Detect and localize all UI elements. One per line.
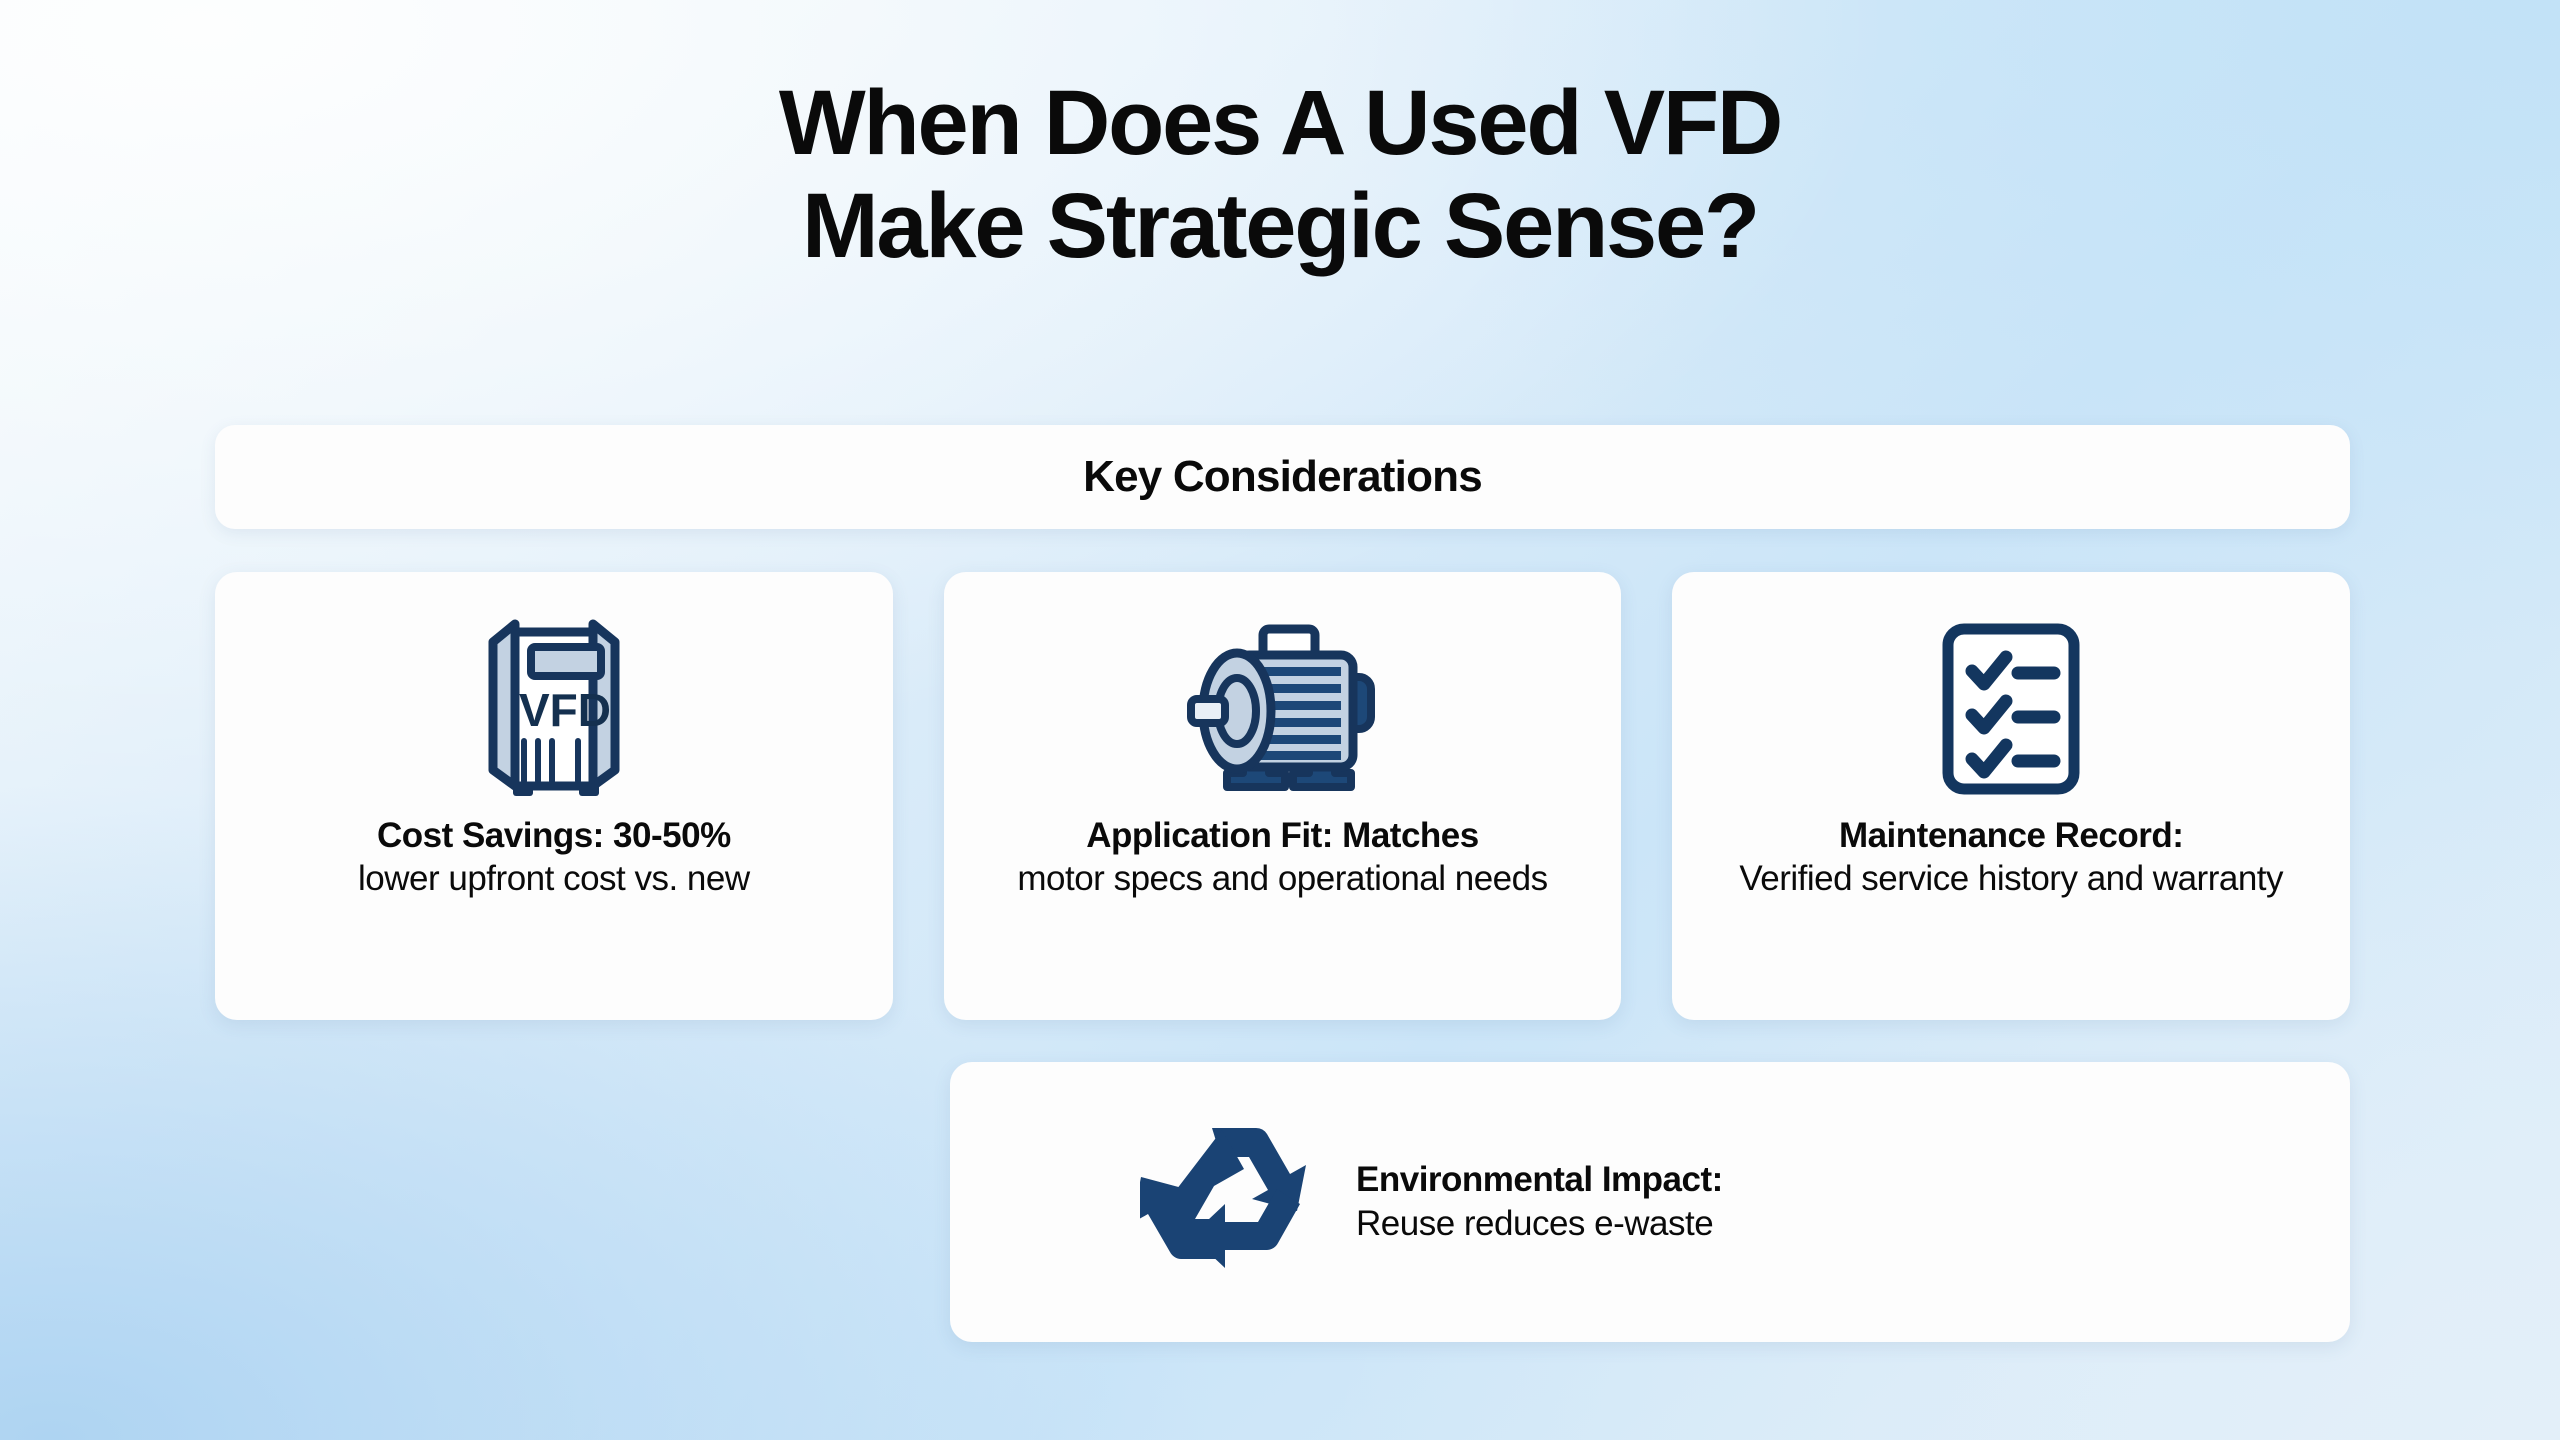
card-maintenance-record-text: Maintenance Record: Verified service his… xyxy=(1739,815,2283,900)
card-environmental-impact-body: Reuse reduces e-waste xyxy=(1356,1204,1714,1243)
card-environmental-impact: Environmental Impact: Reuse reduces e-wa… xyxy=(950,1062,2350,1342)
card-environmental-impact-text: Environmental Impact: Reuse reduces e-wa… xyxy=(1356,1158,1723,1246)
electric-motor-icon xyxy=(1175,616,1390,801)
card-maintenance-record: Maintenance Record: Verified service his… xyxy=(1672,572,2351,1020)
card-cost-savings-body: lower upfront cost vs. new xyxy=(358,858,750,898)
card-cost-savings: VFD Cost Savings: 30-50% lower upfront c… xyxy=(215,572,893,1020)
card-application-fit: Application Fit: Matches motor specs and… xyxy=(943,572,1622,1020)
page-title-line-1: When Does A Used VFD xyxy=(778,72,1783,174)
card-application-fit-text: Application Fit: Matches motor specs and… xyxy=(1017,815,1548,900)
key-considerations-label: Key Considerations xyxy=(1083,452,1483,501)
card-maintenance-record-body: Verified service history and warranty xyxy=(1739,858,2284,898)
card-environmental-impact-heading: Environmental Impact: xyxy=(1356,1159,1723,1199)
card-maintenance-record-heading: Maintenance Record: xyxy=(1838,816,2184,855)
recycle-icon xyxy=(1140,1118,1312,1286)
key-considerations-band: Key Considerations xyxy=(215,425,2350,529)
page-title: When Does A Used VFD Make Strategic Sens… xyxy=(0,72,2560,278)
vfd-drive-icon: VFD xyxy=(463,616,645,801)
checklist-clipboard-icon xyxy=(1936,616,2086,801)
card-cost-savings-text: Cost Savings: 30-50% lower upfront cost … xyxy=(358,815,750,900)
svg-text:VFD: VFD xyxy=(519,684,611,736)
card-application-fit-body: motor specs and operational needs xyxy=(1017,858,1548,898)
consideration-card-row: VFD Cost Savings: 30-50% lower upfront c… xyxy=(215,572,2351,1020)
card-application-fit-heading: Application Fit: Matches xyxy=(1086,816,1479,855)
card-cost-savings-heading: Cost Savings: 30-50% xyxy=(376,816,731,855)
page-title-line-2: Make Strategic Sense? xyxy=(801,175,1760,278)
